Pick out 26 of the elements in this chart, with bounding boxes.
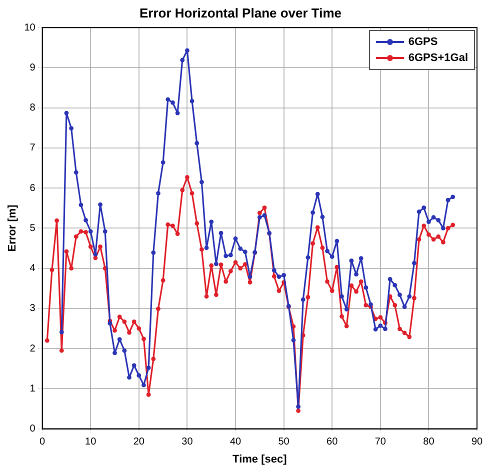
x-tick-label: 50: [278, 436, 290, 448]
y-tick-label: 7: [30, 142, 36, 154]
chart-title: Error Horizontal Plane over Time: [139, 5, 342, 20]
x-axis-title: Time [sec]: [232, 453, 288, 466]
legend-label: 6GPS+1Gal: [408, 52, 468, 64]
x-tick-label: 40: [230, 436, 242, 448]
x-tick-label: 80: [423, 436, 435, 448]
y-tick-label: 1: [30, 383, 36, 394]
y-tick-label: 8: [30, 102, 36, 114]
x-tick-label: 0: [40, 436, 46, 448]
x-tick-label: 70: [374, 436, 386, 448]
legend-label: 6GPS: [408, 36, 438, 48]
y-axis-title: Error [m]: [6, 204, 19, 252]
y-tick-label: 3: [30, 303, 36, 314]
y-tick-label: 5: [30, 222, 36, 234]
y-tick-label: 4: [30, 263, 36, 274]
x-tick-label: 60: [326, 436, 338, 448]
y-tick-label: 9: [30, 62, 36, 74]
x-tick-label: 10: [85, 436, 97, 448]
x-tick-label: 30: [182, 436, 194, 448]
y-tick-label: 6: [30, 182, 36, 194]
y-tick-label: 0: [30, 424, 36, 435]
y-tick-label: 10: [24, 22, 36, 34]
y-tick-label: 2: [30, 343, 36, 354]
x-tick-label: 20: [133, 436, 145, 448]
x-tick-label: 90: [471, 436, 483, 448]
